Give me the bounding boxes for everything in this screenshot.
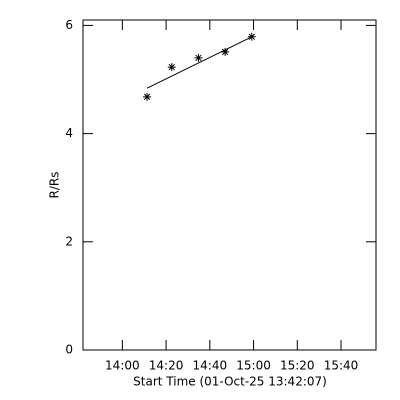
y-tick-label: 6 [65, 18, 73, 32]
data-point [143, 92, 152, 101]
fit-line [146, 36, 253, 89]
plot-frame [82, 19, 377, 351]
y-axis-label: R/Rs [48, 172, 62, 199]
y-tick-label: 2 [65, 234, 73, 248]
x-tick-label: 14:20 [149, 359, 184, 373]
x-tick-label: 15:20 [280, 359, 315, 373]
x-tick-label: 14:00 [105, 359, 140, 373]
x-axis-label: Start Time (01-Oct-25 13:42:07) [133, 375, 327, 389]
y-tick-label: 0 [65, 343, 73, 357]
x-tick-label: 14:40 [193, 359, 228, 373]
data-point [194, 53, 203, 62]
x-tick-label: 15:00 [236, 359, 271, 373]
x-tick-label: 15:40 [324, 359, 359, 373]
y-tick-label: 4 [65, 126, 73, 140]
data-point [221, 47, 230, 56]
data-point [247, 32, 256, 41]
data-point [167, 63, 176, 72]
